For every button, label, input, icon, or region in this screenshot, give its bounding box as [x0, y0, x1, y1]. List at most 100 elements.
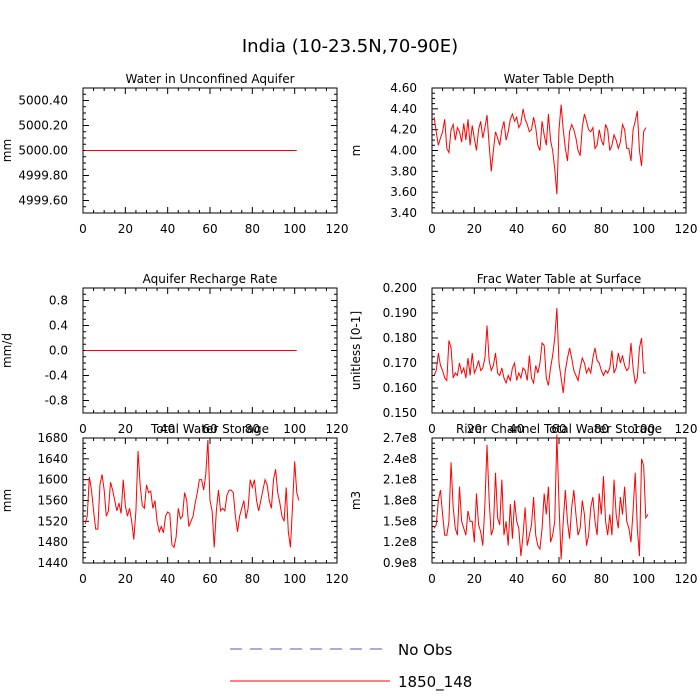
x-tick-label: 100 — [283, 572, 306, 586]
x-tick-label: 120 — [326, 422, 349, 436]
x-tick-label: 120 — [326, 572, 349, 586]
y-tick-label: 4.20 — [390, 123, 417, 137]
y-tick-label: 0.160 — [383, 381, 417, 395]
x-tick-label: 0 — [79, 222, 87, 236]
y-tick-label: 2.1e8 — [383, 473, 417, 487]
x-tick-label: 0 — [428, 422, 436, 436]
y-tick-label: 0.8 — [49, 294, 68, 308]
y-tick-label: 3.80 — [390, 164, 417, 178]
y-tick-label: 4.60 — [390, 81, 417, 95]
chart-title: Total Water Storage — [150, 422, 269, 436]
series-line-1850-148 — [84, 440, 300, 549]
figure-title: India (10-23.5N,70-90E) — [241, 36, 459, 57]
x-tick-label: 0 — [428, 222, 436, 236]
x-tick-label: 0 — [79, 422, 87, 436]
x-tick-label: 40 — [509, 572, 524, 586]
x-tick-label: 120 — [326, 222, 349, 236]
y-axis-label: m3 — [349, 491, 363, 510]
legend: No Obs 1850_148 — [230, 641, 472, 692]
y-axis-label: mm/d — [0, 333, 14, 368]
y-tick-label: 4.00 — [390, 144, 417, 158]
chart-title: Frac Water Table at Surface — [477, 272, 641, 286]
y-tick-label: 1440 — [37, 556, 68, 570]
chart-aquifer-recharge-rate: Aquifer Recharge Rate mm/d 0 20 40 60 80 100 120… — [0, 272, 348, 436]
x-tick-label: 60 — [551, 222, 566, 236]
x-tick-label: 0 — [79, 572, 87, 586]
y-tick-label: 4999.60 — [18, 194, 68, 208]
series-line-1850-148 — [433, 307, 646, 394]
y-tick-label: 3.40 — [390, 206, 417, 220]
y-axis-label: mm — [0, 489, 14, 512]
chart-river-channel-total-water-storage: River Channel Total Water Storage m3 0 20 40… — [349, 422, 697, 586]
x-tick-label: 100 — [283, 222, 306, 236]
chart-title: Water in Unconfined Aquifer — [125, 72, 294, 86]
x-tick-label: 100 — [632, 222, 655, 236]
chart-title: River Channel Total Water Storage — [456, 422, 662, 436]
chart-water-in-unconfined-aquifer: Water in Unconfined Aquifer mm 0 20 40 60 80 10… — [0, 72, 348, 236]
y-tick-label: -0.4 — [45, 369, 68, 383]
y-tick-label: 1.8e8 — [383, 494, 417, 508]
x-tick-label: 60 — [202, 422, 217, 436]
x-tick-label: 0 — [428, 572, 436, 586]
y-tick-label: 1.5e8 — [383, 514, 417, 528]
y-tick-label: 4999.80 — [18, 169, 68, 183]
chart-water-table-depth: Water Table Depth m 0 20 40 60 80 100 120 3.40 3.6… — [349, 72, 697, 236]
y-tick-label: 5000.40 — [18, 94, 68, 108]
chart-title: Aquifer Recharge Rate — [143, 272, 278, 286]
x-tick-label: 100 — [632, 422, 655, 436]
x-tick-label: 80 — [245, 572, 260, 586]
y-tick-label: 0.170 — [383, 356, 417, 370]
legend-label-1850-148: 1850_148 — [398, 673, 472, 692]
y-tick-label: 1560 — [37, 494, 68, 508]
x-tick-label: 80 — [594, 222, 609, 236]
chart-total-water-storage: Total Water Storage mm 0 20 40 60 80 100 120 1440… — [0, 422, 348, 586]
y-tick-label: -0.8 — [45, 394, 68, 408]
x-tick-label: 100 — [632, 572, 655, 586]
y-tick-label: 0.0 — [49, 344, 68, 358]
y-tick-label: 0.180 — [383, 331, 417, 345]
x-tick-label: 20 — [118, 222, 133, 236]
x-tick-label: 20 — [467, 222, 482, 236]
y-tick-label: 1680 — [37, 431, 68, 445]
y-tick-label: 4.40 — [390, 102, 417, 116]
x-tick-label: 120 — [675, 222, 698, 236]
y-tick-label: 1520 — [37, 514, 68, 528]
y-axis-label: unitless [0-1] — [349, 311, 363, 390]
x-tick-label: 40 — [160, 222, 175, 236]
y-tick-label: 2.4e8 — [383, 452, 417, 466]
x-tick-label: 80 — [245, 422, 260, 436]
series-line-1850-148 — [433, 434, 649, 560]
y-tick-label: 3.60 — [390, 185, 417, 199]
x-tick-label: 20 — [467, 572, 482, 586]
y-axis-label: mm — [0, 139, 14, 162]
x-tick-label: 120 — [675, 572, 698, 586]
x-tick-label: 60 — [551, 572, 566, 586]
y-tick-label: 5000.20 — [18, 119, 68, 133]
y-tick-label: 5000.00 — [18, 144, 68, 158]
legend-label-no-obs: No Obs — [398, 641, 452, 659]
y-tick-label: 1.2e8 — [383, 535, 417, 549]
y-tick-label: 1480 — [37, 535, 68, 549]
chart-title: Water Table Depth — [504, 72, 615, 86]
y-tick-label: 0.4 — [49, 319, 68, 333]
y-tick-label: 1640 — [37, 452, 68, 466]
x-tick-label: 80 — [594, 572, 609, 586]
y-tick-label: 0.9e8 — [383, 556, 417, 570]
y-tick-label: 2.7e8 — [383, 431, 417, 445]
x-tick-label: 120 — [675, 422, 698, 436]
plot-frame — [431, 87, 687, 214]
panels-group: Water in Unconfined Aquifer mm 0 20 40 60 80 10… — [0, 72, 697, 586]
x-tick-label: 20 — [467, 422, 482, 436]
x-tick-label: 100 — [283, 422, 306, 436]
x-tick-label: 40 — [509, 422, 524, 436]
y-tick-label: 0.190 — [383, 306, 417, 320]
x-tick-label: 40 — [509, 222, 524, 236]
y-tick-label: 0.150 — [383, 406, 417, 420]
x-tick-label: 40 — [160, 572, 175, 586]
x-tick-label: 60 — [202, 222, 217, 236]
x-tick-label: 20 — [118, 572, 133, 586]
x-tick-label: 60 — [551, 422, 566, 436]
x-tick-label: 40 — [160, 422, 175, 436]
x-tick-label: 80 — [245, 222, 260, 236]
